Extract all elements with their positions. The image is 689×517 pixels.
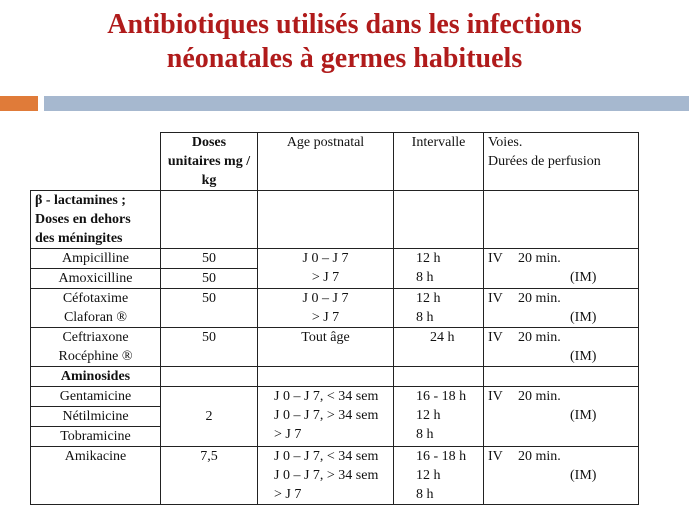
header-doses: Doses unitaires mg / kg	[160, 132, 258, 191]
drug-name: Ceftriaxone Rocéphine ®	[30, 327, 161, 367]
route-label: IV	[488, 389, 503, 404]
slide-title: Antibiotiques utilisés dans les infectio…	[0, 8, 689, 76]
im-label: (IM)	[570, 468, 597, 483]
route-cell: IV 20 min. (IM)	[483, 446, 639, 505]
section-beta-label: β - lactamines ; Doses en dehors des mén…	[30, 190, 161, 249]
header-corner	[30, 132, 161, 191]
table-header-row: Doses unitaires mg / kg Age postnatal In…	[30, 132, 639, 191]
antibiotic-table: Doses unitaires mg / kg Age postnatal In…	[30, 132, 639, 505]
table-row: Ceftriaxone Rocéphine ® 50 Tout âge 24 h …	[30, 327, 639, 367]
drug-name-line: Ceftriaxone	[62, 330, 129, 345]
drug-name-line: Céfotaxime	[62, 291, 129, 306]
empty-cell	[257, 366, 394, 387]
section-aminosides-label: Aminosides	[30, 366, 161, 387]
accent-bar-blue	[44, 96, 689, 111]
header-interval: Intervalle	[393, 132, 484, 191]
age-cell: J 0 – J 7, < 34 sem J 0 – J 7, > 34 sem …	[257, 386, 394, 447]
im-label: (IM)	[570, 408, 597, 423]
dose-cell: 50	[160, 327, 258, 367]
drug-name: Céfotaxime Claforan ®	[30, 288, 161, 328]
interval-cell: 16 - 18 h 12 h 8 h	[393, 386, 484, 447]
age-cell: J 0 – J 7 > J 7	[257, 288, 394, 328]
empty-cell	[160, 366, 258, 387]
interval-cell: 16 - 18 h 12 h 8 h	[393, 446, 484, 505]
drug-name: Gentamicine	[30, 386, 161, 407]
empty-cell	[483, 366, 639, 387]
drug-name: Tobramicine	[30, 426, 161, 447]
drug-name: Ampicilline	[30, 248, 161, 269]
duration-label: 20 min.	[518, 449, 561, 464]
title-line-1: Antibiotiques utilisés dans les infectio…	[107, 9, 582, 40]
route-label: IV	[488, 291, 503, 306]
route-cell: IV 20 min. (IM)	[483, 386, 639, 447]
duration-label: 20 min.	[518, 251, 561, 266]
drug-name-line: Rocéphine ®	[58, 349, 133, 364]
dose-cell: 7,5	[160, 446, 258, 505]
route-label: IV	[488, 330, 503, 345]
duration-label: 20 min.	[518, 291, 561, 306]
duration-label: 20 min.	[518, 389, 561, 404]
dose-cell: 50	[160, 288, 258, 328]
table-row: Amikacine 7,5 J 0 – J 7, < 34 sem J 0 – …	[30, 446, 639, 505]
empty-cell	[483, 190, 639, 249]
table-row: Gentamicine 2 J 0 – J 7, < 34 sem J 0 – …	[30, 386, 639, 447]
drug-name: Nétilmicine	[30, 406, 161, 427]
interval-cell: 12 h 8 h	[393, 248, 484, 289]
interval-cell: 12 h 8 h	[393, 288, 484, 328]
age-cell: J 0 – J 7, < 34 sem J 0 – J 7, > 34 sem …	[257, 446, 394, 505]
table-row: Céfotaxime Claforan ® 50 J 0 – J 7 > J 7 …	[30, 288, 639, 328]
age-cell: Tout âge	[257, 327, 394, 367]
empty-cell	[257, 190, 394, 249]
im-label: (IM)	[570, 270, 597, 285]
dose-cell: 50	[160, 248, 258, 269]
drug-name: Amikacine	[30, 446, 161, 505]
route-cell: IV 20 min. (IM)	[483, 248, 639, 289]
header-age: Age postnatal	[257, 132, 394, 191]
title-line-2: néonatales à germes habituels	[166, 43, 523, 74]
empty-cell	[393, 366, 484, 387]
drug-name: Amoxicilline	[30, 268, 161, 289]
section-row-aminosides: Aminosides	[30, 366, 639, 387]
route-label: IV	[488, 251, 503, 266]
section-row-beta: β - lactamines ; Doses en dehors des mén…	[30, 190, 639, 249]
age-cell: J 0 – J 7 > J 7	[257, 248, 394, 289]
header-voies: Voies. Durées de perfusion	[483, 132, 639, 191]
interval-cell: 24 h	[393, 327, 484, 367]
duration-label: 20 min.	[518, 330, 561, 345]
table-row: Ampicilline 50 J 0 – J 7 > J 7 12 h 8 h …	[30, 248, 639, 289]
dose-cell: 50	[160, 268, 258, 289]
empty-cell	[393, 190, 484, 249]
route-cell: IV 20 min. (IM)	[483, 327, 639, 367]
im-label: (IM)	[570, 349, 597, 364]
route-cell: IV 20 min. (IM)	[483, 288, 639, 328]
empty-cell	[160, 190, 258, 249]
drug-name-line: Claforan ®	[63, 310, 128, 325]
dose-cell: 2	[160, 386, 258, 447]
route-label: IV	[488, 449, 503, 464]
accent-bar-orange	[0, 96, 38, 111]
im-label: (IM)	[570, 310, 597, 325]
